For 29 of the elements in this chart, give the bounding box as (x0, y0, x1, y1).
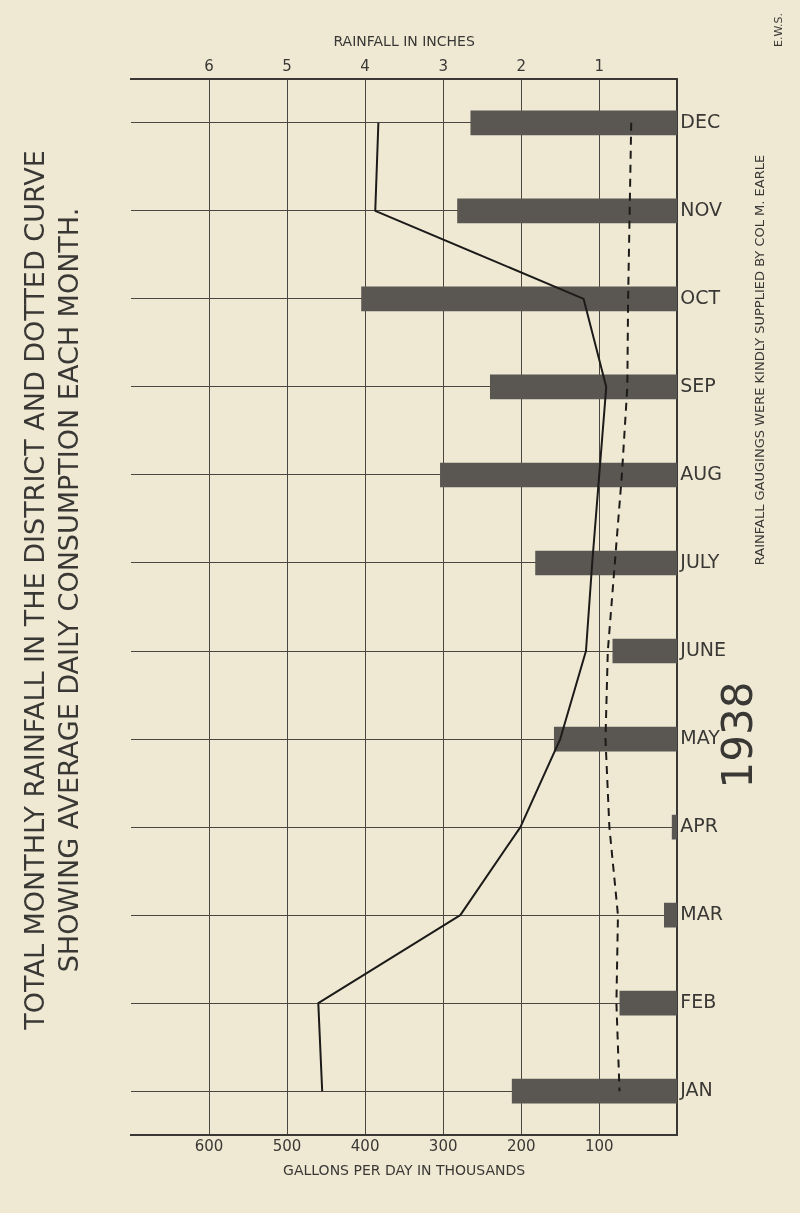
text: RAINFALL GAUGINGS WERE KINDLY SUPPLIED BY COL M. EARLE (752, 153, 768, 568)
x2-tick-label: 3 (438, 56, 448, 75)
y-tick-label: JUNE (679, 637, 727, 660)
y-tick-label: SEP (680, 373, 716, 396)
y-tick-label: MAY (680, 725, 721, 748)
y-tick-label: OCT (680, 285, 721, 308)
x2-tick-label: 2 (516, 56, 526, 75)
x2-tick-label: 6 (204, 56, 214, 75)
x-tick-label: 500 (272, 1137, 302, 1156)
y-tick-label: AUG (680, 461, 722, 484)
y-tick-label: APR (680, 814, 718, 837)
text: TOTAL MONTHLY RAINFALL IN THE DISTRICT AND DOTTED CURVE SHOWING AVERAGE DAILY CONSUMPTION EACH MONTH. (18, 149, 85, 1032)
y-tick-label: JULY (679, 549, 720, 572)
x2-tick-label: 4 (360, 56, 370, 75)
x-tick-label: 600 (194, 1137, 224, 1156)
x-axis-title: GALLONS PER DAY IN THOUSANDS (283, 1162, 526, 1179)
y-tick-label: JAN (679, 1078, 713, 1101)
y-tick-label: MAR (680, 902, 723, 925)
x-tick-label: 200 (506, 1137, 536, 1156)
x-tick-label: 400 (350, 1137, 380, 1156)
y-tick-label: FEB (680, 990, 717, 1013)
x2-tick-label: 5 (282, 56, 292, 75)
x-tick-label: 300 (428, 1137, 458, 1156)
x-tick-label: 100 (584, 1137, 614, 1156)
text: E.W.S. (772, 12, 786, 50)
y-tick-label: NOV (680, 197, 723, 220)
x2-axis-title: RAINFALL IN INCHES (333, 33, 475, 50)
y-tick-label: DEC (680, 109, 721, 132)
x2-tick-label: 1 (594, 56, 605, 75)
